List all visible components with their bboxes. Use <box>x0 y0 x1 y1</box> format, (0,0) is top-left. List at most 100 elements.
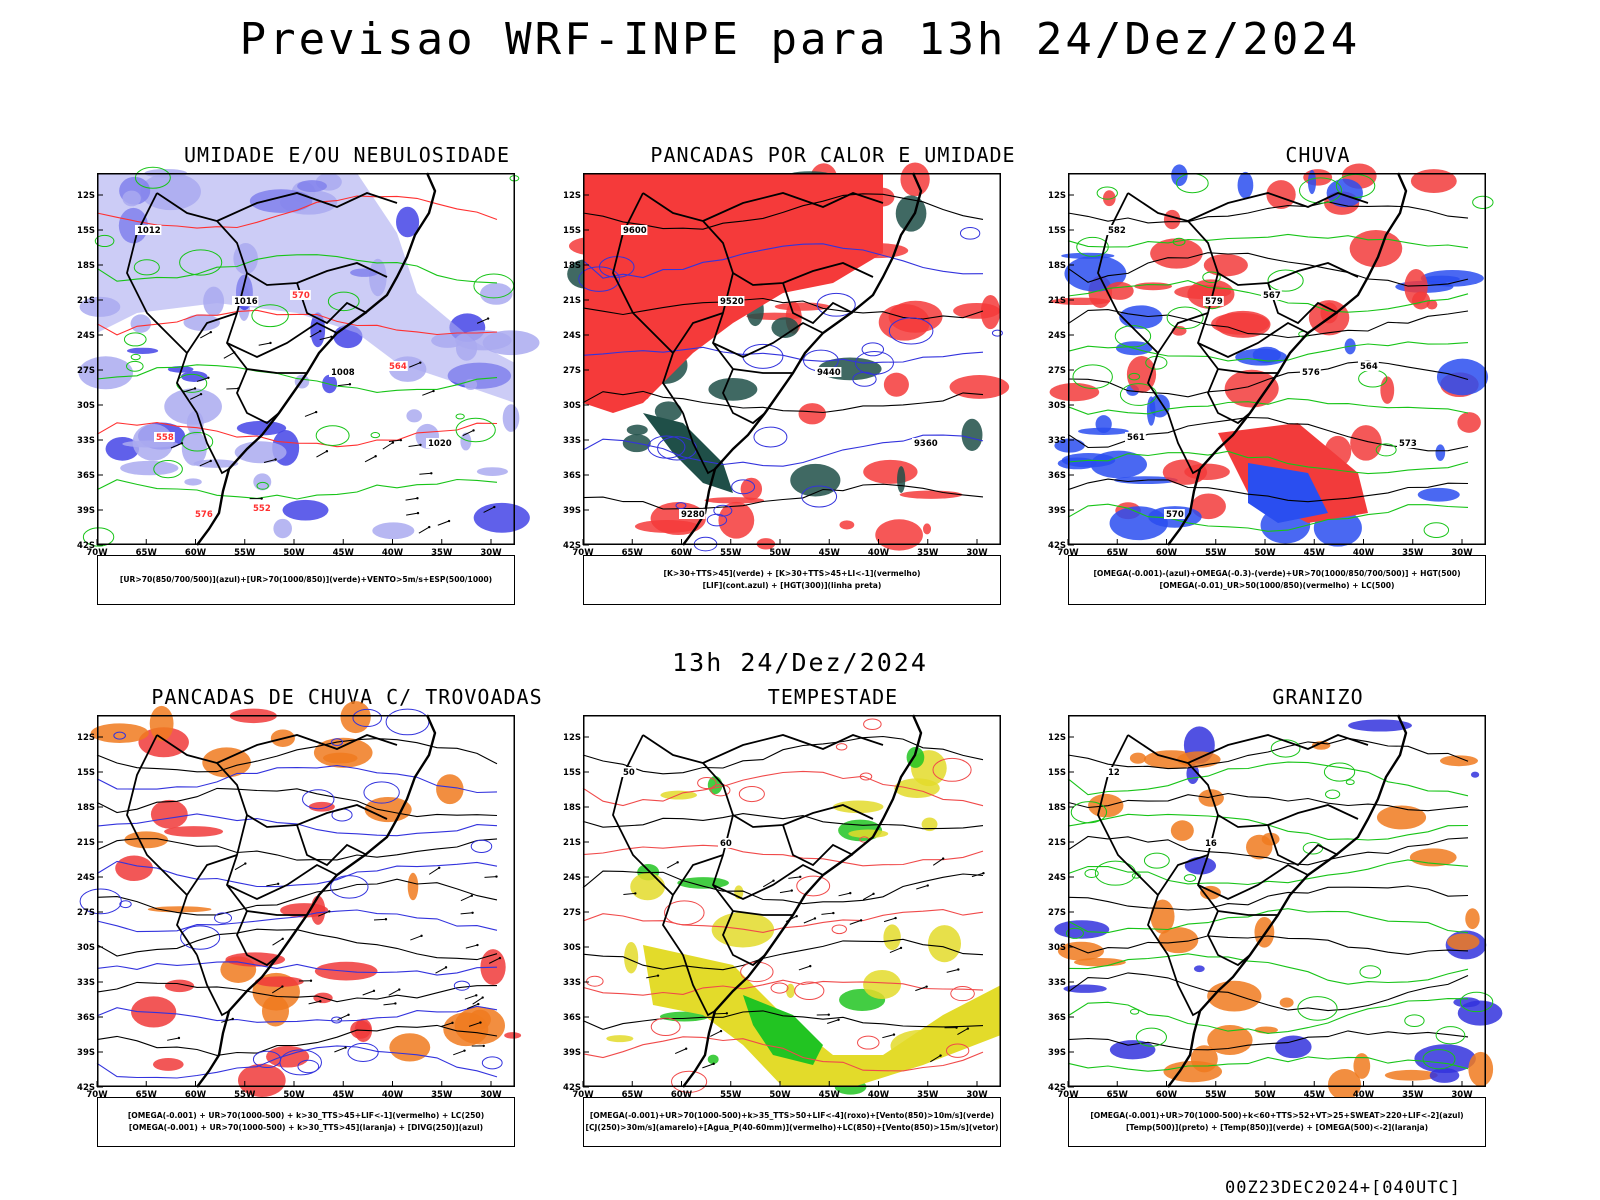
forecast-time: 13h 24/Dez/2024 <box>672 648 928 677</box>
contour-line <box>1096 186 1118 200</box>
lat-label: 42S <box>77 1083 95 1093</box>
wind-vector <box>318 910 330 917</box>
wind-vector <box>827 1019 839 1024</box>
contour-label: 570 <box>1166 510 1184 520</box>
field-patch <box>1171 325 1187 336</box>
wind-vector-head <box>432 389 435 393</box>
wind-vector <box>702 1063 714 1069</box>
wind-vector <box>422 390 434 396</box>
contour-label: 1008 <box>331 368 355 378</box>
wind-vector <box>308 1000 321 1005</box>
country-border <box>642 192 874 286</box>
contour-label-bg <box>912 438 939 448</box>
wind-vector-head <box>498 956 502 960</box>
field-patch <box>1177 751 1221 768</box>
lat-label: 42S <box>1048 1083 1066 1093</box>
field-patch <box>1470 771 1480 778</box>
wind-vector <box>916 885 928 890</box>
field-patch <box>389 1033 431 1062</box>
field-patch <box>1184 463 1230 481</box>
field-patch <box>774 302 831 311</box>
field-patch <box>1404 269 1428 306</box>
contour-label: 1012 <box>137 226 161 236</box>
lon-label: 50W <box>1254 1090 1276 1100</box>
field-patch <box>1417 487 1460 502</box>
country-border <box>1167 954 1201 1017</box>
legend-line: [CJ(250)>30m/s](amarelo)+[Agua_P(40-60mm… <box>585 1123 999 1132</box>
lon-label: 55W <box>234 1090 256 1100</box>
map-frame <box>583 715 1001 1087</box>
country-border <box>1267 282 1339 325</box>
field-patch <box>1109 1040 1156 1060</box>
contour-label-bg <box>1358 361 1379 371</box>
wind-vector-head <box>209 330 213 334</box>
field-patch <box>1410 169 1457 194</box>
country-border <box>702 192 884 222</box>
field-patch <box>1266 180 1296 210</box>
contour-label-bg <box>1164 509 1185 519</box>
contour-line <box>1143 852 1170 869</box>
wind-vector <box>419 472 432 475</box>
field-patch <box>126 347 159 354</box>
wind-vector <box>803 917 816 924</box>
field-patch <box>1049 383 1100 402</box>
field-patch <box>1119 305 1163 329</box>
lon-label: 55W <box>720 548 742 558</box>
field-patch <box>927 925 962 963</box>
legend-line: [OMEGA(-0.001) + UR>70(1000-500) + k>30_… <box>128 1123 484 1132</box>
lon-label: 45W <box>333 1090 355 1100</box>
contour-label-bg <box>1106 225 1127 235</box>
wind-vector-head <box>832 911 835 915</box>
country-border <box>711 272 793 374</box>
lat-label: 18S <box>1048 261 1066 271</box>
field-patch <box>180 371 208 382</box>
contour-label: 576 <box>195 510 213 520</box>
country-border <box>1127 192 1359 286</box>
contour-line <box>180 925 221 950</box>
rain-area <box>1248 463 1328 523</box>
contour-label: 573 <box>1399 439 1417 449</box>
field-patch <box>1275 1035 1312 1059</box>
field-patch <box>1158 927 1199 954</box>
contour-label-bg <box>679 509 706 519</box>
contour-line <box>126 360 144 372</box>
wind-vector <box>460 895 473 902</box>
map-field-layer: 1012 1016 1008 1020 576 570 564 558 552 <box>78 166 540 547</box>
contour-line <box>113 731 126 740</box>
country-border <box>1187 734 1369 764</box>
contour-label-bg <box>718 296 745 306</box>
field-patch <box>1420 270 1484 287</box>
wind-vector-head <box>957 968 960 971</box>
wind-vector-head <box>477 1002 480 1006</box>
wind-vector <box>462 429 474 437</box>
wind-vector <box>382 442 394 450</box>
country-border <box>226 863 338 900</box>
contour-line <box>1114 325 1152 348</box>
field-patch <box>1380 376 1395 404</box>
field-patch <box>1246 834 1273 860</box>
contour-line <box>1067 953 1469 985</box>
lat-label: 18S <box>1048 803 1066 813</box>
wind-area <box>743 995 823 1065</box>
country-border <box>1207 910 1251 967</box>
contour-line <box>1404 1014 1425 1027</box>
contour-line <box>582 243 984 279</box>
map-frame <box>1068 715 1486 1087</box>
contour-line <box>855 351 894 375</box>
map-pancadas-calor: 9600 9520 9440 9360 9280 12S 15S 18S 21S 24S 27S 30… <box>563 162 1010 558</box>
contour-line <box>1065 927 1084 939</box>
field-patch <box>502 404 520 432</box>
lon-label: 55W <box>234 548 256 558</box>
wind-vector-head <box>209 459 212 463</box>
contour-line <box>835 743 848 751</box>
wind-vector-head <box>199 392 203 396</box>
contour-line <box>582 813 984 830</box>
lon-label: 55W <box>1205 548 1227 558</box>
country-border <box>1196 272 1278 374</box>
legend-line: [Temp(500)](preto) + [Temp(850)](verde) … <box>1125 1123 1429 1132</box>
panel-title: PANCADAS POR CALOR E UMIDADE <box>650 143 1016 167</box>
contour-line <box>470 839 493 854</box>
lon-label: 35W <box>1402 1090 1424 1100</box>
field-patch <box>883 372 909 397</box>
field-patch <box>407 872 419 901</box>
